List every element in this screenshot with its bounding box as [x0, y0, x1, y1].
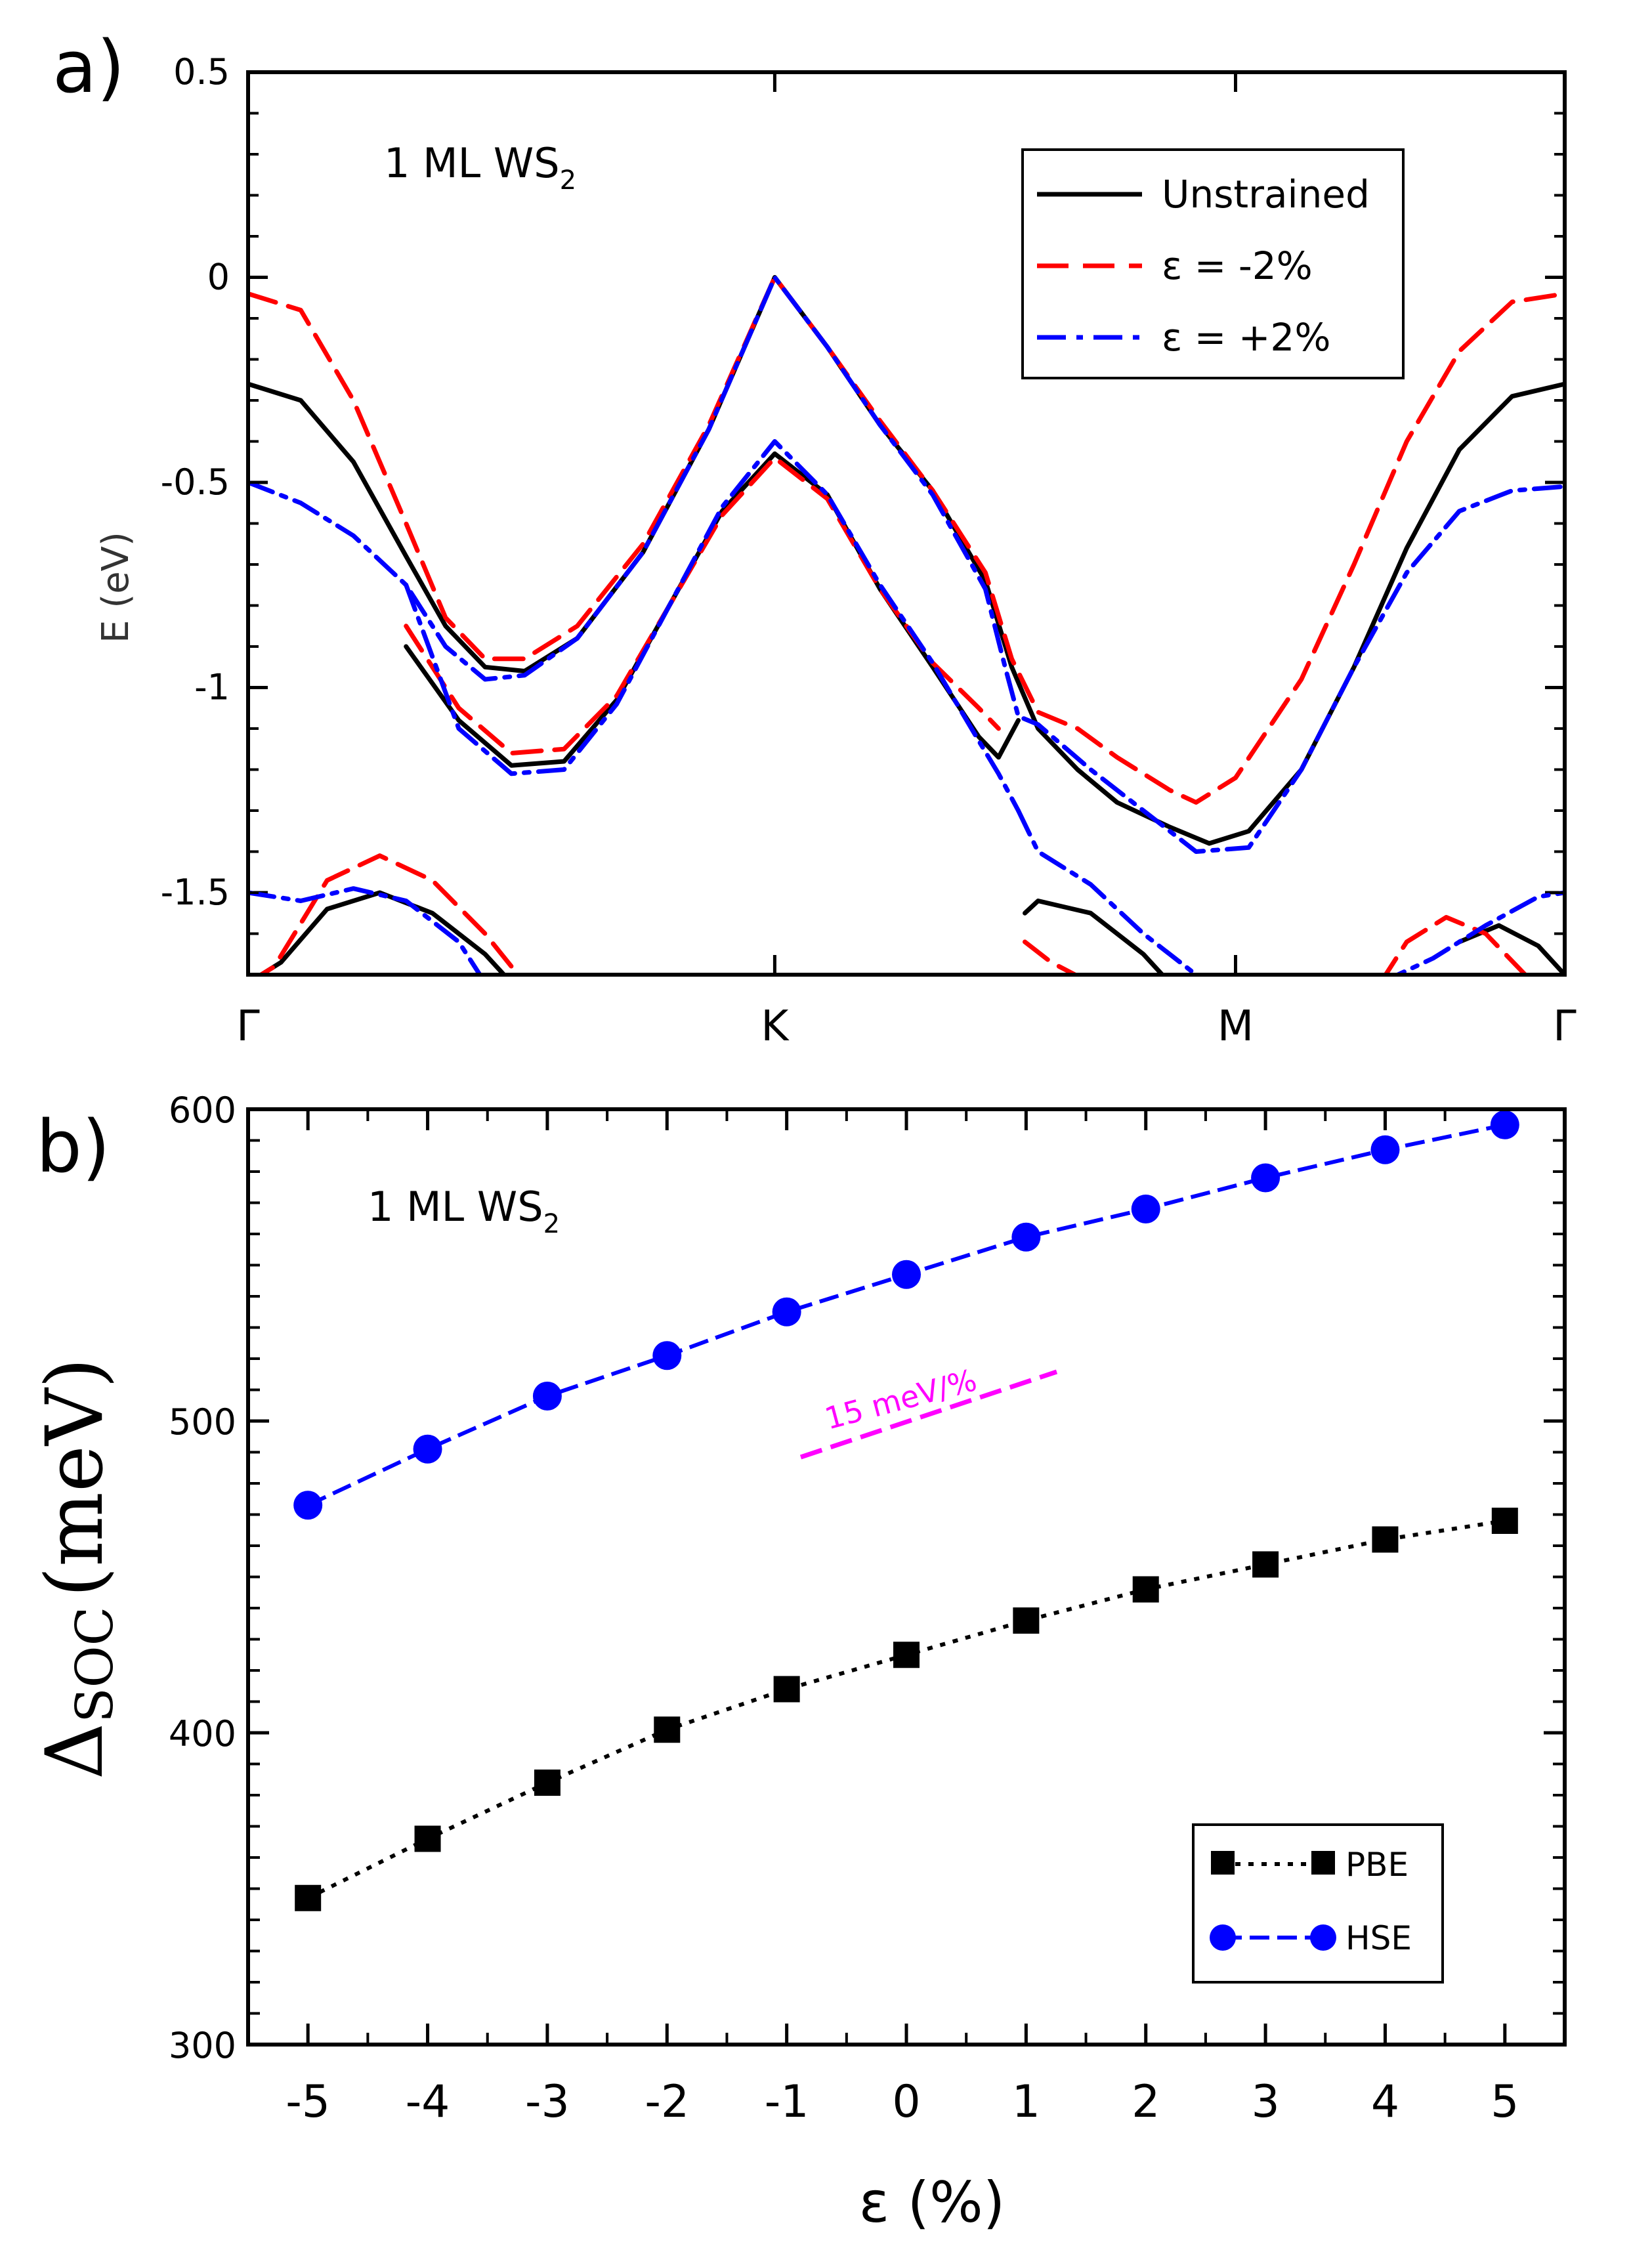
legend-label-unstrained: Unstrained [1162, 172, 1370, 217]
band-line [404, 451, 1021, 768]
legend-label-hse: HSE [1345, 1919, 1412, 1957]
panel-b-legend-box [1192, 1823, 1444, 1984]
panel-a-y-tick-label: -1.5 [161, 872, 230, 913]
legend-marker-pbe [1311, 1851, 1335, 1875]
panel-b-x-tick-label: 3 [1251, 2076, 1279, 2128]
panel-b-x-tick-label: 0 [892, 2076, 920, 2128]
panel-b-x-tick-label: 2 [1132, 2076, 1160, 2128]
band-line [248, 275, 1565, 805]
data-point-hse [892, 1260, 921, 1289]
data-point-pbe [1491, 1508, 1518, 1534]
panel-a-y-ticks: 0.5 0 -0.5 -1 -1.5 [161, 51, 1565, 913]
data-point-pbe [654, 1716, 681, 1743]
panel-a-y-tick-label: 0 [207, 257, 230, 298]
panel-b-x-tick-label: 5 [1491, 2076, 1519, 2128]
data-point-hse [413, 1434, 442, 1464]
data-point-hse [772, 1297, 801, 1327]
panel-b: b) ΔSOC(meV) ε (%) 600 500 400 300 -5 -4 -3 -2… [30, 1090, 1567, 2236]
data-point-pbe [534, 1770, 561, 1796]
slope-line [799, 1369, 1058, 1460]
data-point-hse [1490, 1110, 1519, 1139]
panel-b-x-axis-label: ε (%) [859, 2170, 1006, 2236]
slope-annotation: 15 meV/% [799, 1362, 1058, 1460]
data-point-pbe [1132, 1576, 1159, 1603]
panel-b-x-tick-label: -5 [286, 2076, 330, 2128]
legend-marker-hse [1210, 1924, 1236, 1951]
panel-a-y-tick-label: 0.5 [173, 51, 230, 93]
panel-b-y-axis-label: ΔSOC(meV) [30, 1358, 125, 1780]
panel-b-annotation: 1 ML WS2 [368, 1183, 560, 1239]
panel-a-y-tick-label: -1 [194, 667, 230, 708]
panel-b-x-tick-label: -2 [645, 2076, 689, 2128]
panel-b-y-tick-label: 300 [169, 2025, 236, 2066]
legend-marker-hse [1310, 1924, 1336, 1951]
data-point-hse [1251, 1163, 1281, 1193]
data-point-pbe [1372, 1526, 1399, 1553]
data-point-pbe [414, 1825, 441, 1852]
legend-label-pbe: PBE [1345, 1846, 1408, 1884]
panel-b-y-tick-label: 600 [169, 1090, 236, 1131]
panel-b-x-tick-label: -3 [525, 2076, 570, 2128]
data-point-pbe [1252, 1551, 1279, 1578]
panel-b-legend: PBE HSE [1192, 1823, 1444, 1984]
panel-a-kpoint-label: M [1218, 1002, 1254, 1051]
band-line [404, 439, 1021, 813]
panel-b-x-tick-label: -1 [765, 2076, 809, 2128]
panel-b-plot-frame [246, 1107, 1567, 2047]
data-point-hse [1370, 1135, 1400, 1164]
data-point-hse [1011, 1222, 1041, 1252]
panel-b-x-tick-label: 4 [1371, 2076, 1399, 2128]
band-line [1023, 899, 1166, 975]
data-point-hse [532, 1382, 562, 1411]
panel-a-kpoint-label: Γ [1553, 1002, 1577, 1051]
band-line [248, 886, 483, 975]
panel-b-x-tick-label: 1 [1012, 2076, 1040, 2128]
panel-a-kpoint-label: Γ [236, 1002, 260, 1051]
panel-b-label: b) [36, 1105, 110, 1189]
band-line [1383, 915, 1528, 975]
data-point-pbe [893, 1642, 920, 1668]
data-point-pbe [773, 1676, 800, 1703]
panel-a-band-lines [248, 275, 1565, 975]
panel-a-label: a) [53, 25, 125, 109]
band-line [257, 890, 507, 975]
panel-b-series [293, 1110, 1519, 1911]
legend-label-plus2: ε = +2% [1162, 315, 1330, 360]
data-point-hse [1131, 1195, 1160, 1223]
data-point-pbe [295, 1884, 322, 1911]
band-line [1023, 939, 1080, 975]
panel-a: a) E (eV) 0.5 0 -0.5 -1 -1.5 Γ K M Γ 1 ML WS2 U… [53, 25, 1577, 1051]
data-point-pbe [1013, 1607, 1040, 1634]
data-point-hse [652, 1341, 682, 1370]
band-line [248, 275, 1565, 854]
band-line [1392, 890, 1565, 975]
panel-a-legend: Unstrained ε = -2% ε = +2% [1021, 148, 1405, 379]
band-line [1457, 923, 1565, 975]
legend-marker-pbe [1211, 1851, 1235, 1875]
panel-a-kpoint-label: K [761, 1002, 790, 1051]
panel-a-y-axis-label: E (eV) [95, 532, 137, 643]
panel-a-y-tick-label: -0.5 [161, 461, 230, 503]
band-line [1016, 808, 1202, 975]
band-line [257, 853, 521, 975]
panel-b-x-tick-label: -4 [406, 2076, 450, 2128]
series-line-hse [307, 1122, 1506, 1508]
data-point-hse [293, 1491, 323, 1520]
panel-b-y-tick-label: 400 [169, 1713, 236, 1754]
legend-label-minus2: ε = -2% [1162, 244, 1313, 288]
band-line [404, 456, 1001, 755]
panel-b-y-tick-label: 500 [169, 1401, 236, 1443]
panel-a-minor-ticks [248, 71, 1565, 976]
panel-b-y-ticks: 600 500 400 300 [169, 1090, 1565, 2066]
panel-a-annotation: 1 ML WS2 [384, 139, 576, 196]
